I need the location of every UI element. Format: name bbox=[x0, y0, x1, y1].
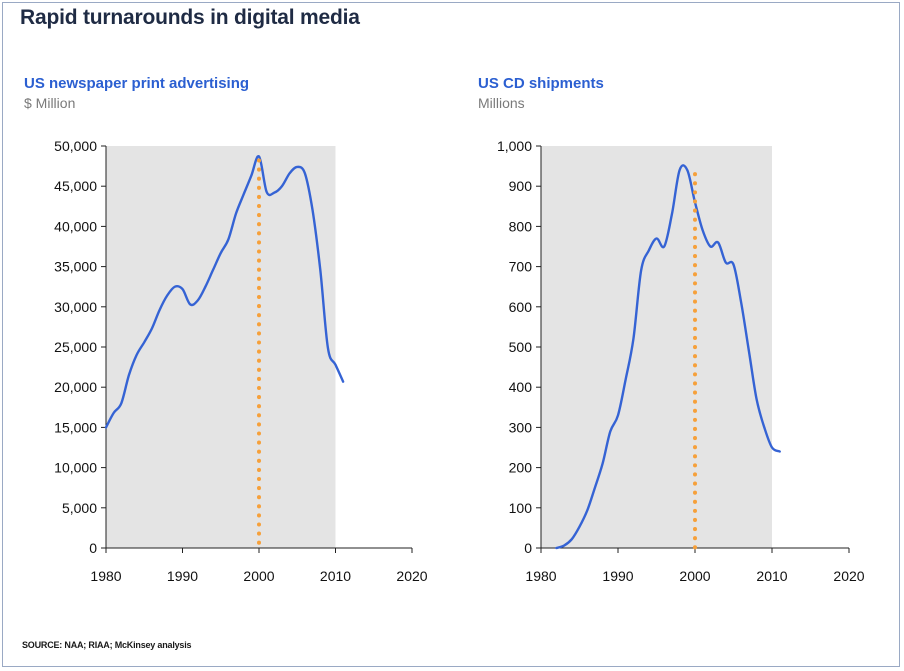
right-plot-area bbox=[541, 146, 772, 548]
left-x-tick-label: 1990 bbox=[167, 568, 198, 584]
left-y-tick-label: 40,000 bbox=[54, 218, 97, 234]
left-x-tick-label: 2010 bbox=[320, 568, 351, 584]
left-y-tick-label: 25,000 bbox=[54, 339, 97, 355]
right-y-tick-label: 900 bbox=[509, 178, 533, 194]
right-y-tick-label: 800 bbox=[509, 218, 533, 234]
right-y-tick-label: 400 bbox=[509, 379, 533, 395]
left-y-tick-label: 20,000 bbox=[54, 379, 97, 395]
right-y-tick-label: 200 bbox=[509, 460, 533, 476]
right-y-tick-label: 100 bbox=[509, 500, 533, 516]
left-y-tick-label: 30,000 bbox=[54, 299, 97, 315]
left-y-tick-label: 5,000 bbox=[62, 500, 97, 516]
right-y-tick-label: 0 bbox=[524, 540, 532, 556]
figure-title: Rapid turnarounds in digital media bbox=[20, 6, 360, 29]
right-panel-unit: Millions bbox=[478, 95, 525, 111]
right-x-tick-label: 1990 bbox=[602, 568, 633, 584]
source-note: SOURCE: NAA; RIAA; McKinsey analysis bbox=[22, 640, 192, 650]
left-y-tick-label: 35,000 bbox=[54, 259, 97, 275]
left-y-tick-label: 45,000 bbox=[54, 178, 97, 194]
left-x-tick-label: 2020 bbox=[396, 568, 427, 584]
right-x-tick-label: 2010 bbox=[756, 568, 787, 584]
left-y-tick-label: 50,000 bbox=[54, 138, 97, 154]
left-series-line bbox=[104, 155, 345, 429]
left-x-tick-label: 2000 bbox=[243, 568, 274, 584]
left-panel-unit: $ Million bbox=[24, 95, 76, 111]
right-x-tick-label: 2000 bbox=[679, 568, 710, 584]
left-y-tick-label: 10,000 bbox=[54, 460, 97, 476]
right-y-tick-label: 1,000 bbox=[497, 138, 532, 154]
right-y-tick-label: 700 bbox=[509, 259, 533, 275]
right-x-tick-label: 1980 bbox=[525, 568, 556, 584]
right-y-tick-label: 300 bbox=[509, 419, 533, 435]
right-panel-title: US CD shipments bbox=[478, 75, 604, 92]
left-y-tick-label: 0 bbox=[89, 540, 97, 556]
left-x-tick-label: 1980 bbox=[90, 568, 121, 584]
right-series-line bbox=[555, 164, 781, 550]
left-panel-title: US newspaper print advertising bbox=[24, 75, 250, 92]
right-y-tick-label: 600 bbox=[509, 299, 533, 315]
left-y-tick-label: 15,000 bbox=[54, 419, 97, 435]
left-plot-area bbox=[106, 146, 336, 548]
right-x-tick-label: 2020 bbox=[833, 568, 864, 584]
right-y-tick-label: 500 bbox=[509, 339, 533, 355]
